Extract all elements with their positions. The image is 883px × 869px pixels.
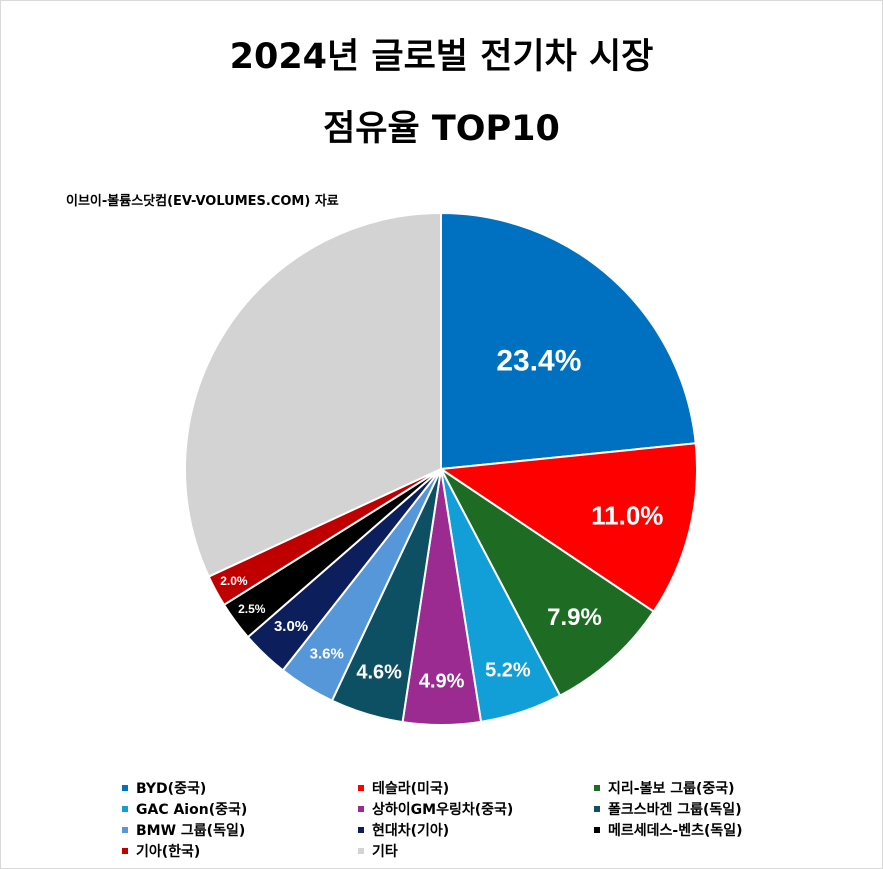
pie-slice-2 [440,468,656,697]
legend-label: 현대차(기아) [372,823,450,839]
legend-item-4: 상하이GM우링차(중국) [358,799,594,819]
legend-label: 테슬라(미국) [372,781,450,797]
slice-label-9: 2.0% [220,574,248,588]
pie-slice-1 [438,442,698,613]
slice-label-7: 3.0% [274,618,308,635]
legend-swatch [594,806,600,812]
legend-item-3: GAC Aion(중국) [122,799,358,819]
chart-title-line1: 2024년 글로벌 전기차 시장 [229,37,654,77]
slice-label-4: 4.9% [419,670,465,692]
source-note: 이브이-볼륨스닷컴(EV-VOLUMES.COM) 자료 [66,194,339,209]
legend-label: 폴크스바겐 그룹(독일) [608,802,742,818]
legend-item-10: 기타 [358,841,594,861]
slice-label-3: 5.2% [485,660,531,682]
slice-label-1: 11.0% [591,501,663,531]
legend-label: BMW 그룹(독일) [136,823,246,839]
legend-swatch [358,827,364,833]
legend-item-8: 메르세데스-벤츠(독일) [594,820,794,840]
pie-slice-0 [440,211,697,471]
legend-label: GAC Aion(중국) [136,802,248,818]
legend-label: 지리-볼보 그룹(중국) [608,781,735,797]
legend-swatch [122,848,128,854]
legend-item-1: 테슬라(미국) [358,778,594,798]
legend-item-0: BYD(중국) [122,778,358,798]
legend-swatch [594,785,600,791]
slice-label-2: 7.9% [547,604,602,631]
legend-item-2: 지리-볼보 그룹(중국) [594,778,794,798]
slice-label-8: 2.5% [238,602,266,616]
slice-label-6: 3.6% [310,646,344,663]
legend-swatch [122,827,128,833]
legend: BYD(중국) 테슬라(미국) 지리-볼보 그룹(중국) GAC Aion(중국) 상하… [122,778,782,861]
legend-swatch [358,785,364,791]
legend-item-9: 기아(한국) [122,841,358,861]
legend-swatch [122,806,128,812]
legend-label: 기타 [372,844,398,860]
slice-label-5: 4.6% [356,661,402,683]
legend-label: 메르세데스-벤츠(독일) [608,823,743,839]
pie-slice-10 [184,211,442,578]
legend-label: 상하이GM우링차(중국) [372,802,514,818]
legend-item-6: BMW 그룹(독일) [122,820,358,840]
legend-label: 기아(한국) [136,844,201,860]
legend-swatch [358,848,364,854]
legend-swatch [122,785,128,791]
legend-item-5: 폴크스바겐 그룹(독일) [594,799,794,819]
legend-label: BYD(중국) [136,781,207,797]
legend-item-7: 현대차(기아) [358,820,594,840]
legend-swatch [358,806,364,812]
chart-title-line2: 점유율 TOP10 [323,109,560,149]
legend-swatch [594,827,600,833]
slice-label-0: 23.4% [496,344,581,377]
